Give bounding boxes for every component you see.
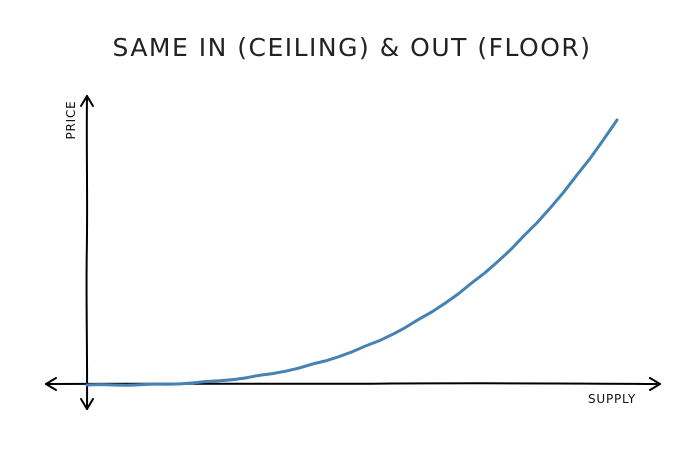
axes: [45, 95, 661, 410]
series-line-0: [85, 118, 619, 387]
x-axis-label: SUPPLY: [588, 392, 636, 406]
x-axis-right-arrow: [649, 377, 661, 391]
y-axis-bottom-arrow: [80, 398, 94, 410]
chart-title: SAME IN (CEILING) & OUT (FLOOR): [112, 33, 591, 62]
x-axis-left-arrow: [45, 377, 57, 391]
y-axis-top-arrow: [80, 95, 94, 107]
y-axis-label: PRICE: [64, 100, 78, 139]
y-axis-line: [85, 95, 89, 410]
series-layer: [85, 118, 619, 387]
